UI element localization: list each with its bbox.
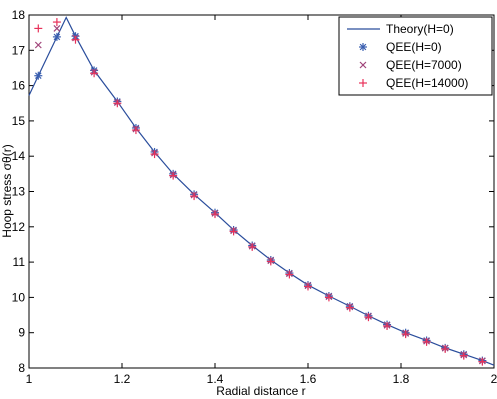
x-tick-label: 1.2 xyxy=(114,372,131,386)
legend: Theory(H=0) QEE(H=0) QEE(H=7000) QEE(H=1400… xyxy=(338,16,493,96)
series-layer xyxy=(28,16,495,366)
y-tick-label: 18 xyxy=(12,8,26,22)
legend-entry-label: Theory(H=0) xyxy=(386,22,454,36)
legend-entry-label: QEE(H=14000) xyxy=(386,76,468,90)
data-point xyxy=(422,337,431,346)
y-tick-label: 14 xyxy=(12,149,26,163)
data-point xyxy=(71,35,80,44)
data-point xyxy=(478,357,487,366)
series-markers-3 xyxy=(34,18,487,366)
legend-swatch-marker xyxy=(359,43,367,51)
data-point xyxy=(150,150,159,159)
x-tick-label: 2 xyxy=(491,372,497,386)
y-tick-label: 9 xyxy=(18,326,25,340)
y-axis-ticks: 8 9 10 11 12 13 14 15 16 17 18 xyxy=(12,8,494,375)
data-point xyxy=(211,210,219,219)
y-tick-label: 16 xyxy=(12,79,26,93)
data-point xyxy=(285,270,294,279)
y-tick-label: 13 xyxy=(12,185,26,199)
y-tick-label: 8 xyxy=(18,361,25,375)
data-point xyxy=(401,330,410,339)
data-point xyxy=(34,41,42,49)
legend-box xyxy=(338,16,493,96)
y-tick-label: 10 xyxy=(12,290,26,304)
data-point xyxy=(324,293,333,302)
data-point xyxy=(441,344,450,353)
x-tick-label: 1.4 xyxy=(207,372,224,386)
y-tick-label: 11 xyxy=(13,255,26,269)
data-point xyxy=(113,99,122,108)
data-point xyxy=(383,321,392,330)
x-tick-label: 1 xyxy=(26,372,33,386)
data-point xyxy=(34,71,43,80)
data-point xyxy=(248,242,257,251)
legend-entry-label: QEE(H=7000) xyxy=(386,58,462,72)
y-tick-label: 17 xyxy=(12,43,26,57)
data-point xyxy=(131,126,140,135)
data-point xyxy=(53,24,61,32)
y-tick-label: 15 xyxy=(12,114,26,128)
data-point xyxy=(229,227,238,236)
data-point xyxy=(364,313,373,322)
x-axis-ticks: 1 1.2 1.4 1.6 1.8 2 xyxy=(26,15,497,386)
x-tick-label: 1.6 xyxy=(300,372,317,386)
data-point xyxy=(266,257,275,266)
legend-entry-label: QEE(H=0) xyxy=(386,40,442,54)
legend-swatch-marker xyxy=(359,61,367,69)
legend-swatch-marker xyxy=(359,79,367,87)
y-axis-label: Hoop stress σθ(r) xyxy=(0,144,14,237)
x-tick-label: 1.8 xyxy=(393,372,410,386)
data-point xyxy=(304,282,312,291)
y-tick-label: 12 xyxy=(12,220,26,234)
data-point xyxy=(52,32,61,41)
data-point xyxy=(345,303,354,312)
data-point xyxy=(90,69,99,78)
data-point xyxy=(52,18,61,27)
data-point xyxy=(34,24,43,33)
data-point xyxy=(190,192,199,201)
data-point xyxy=(459,351,468,360)
x-axis-label: Radial distance r xyxy=(216,384,305,398)
data-point xyxy=(169,171,178,180)
